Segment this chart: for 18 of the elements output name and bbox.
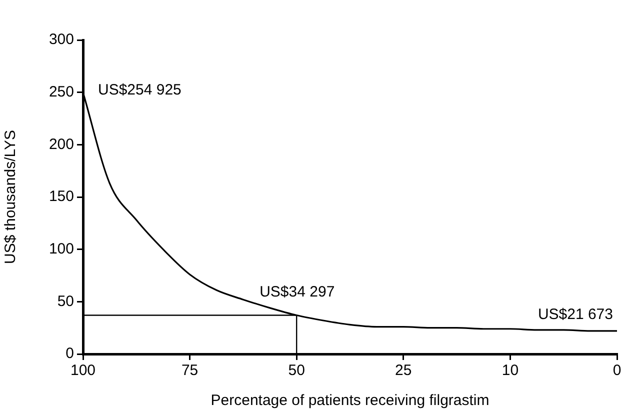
y-tick-label: 300 — [48, 31, 74, 48]
annotation: US$254 925 — [98, 81, 182, 98]
x-tick-label: 100 — [70, 362, 96, 380]
y-tick-label: 0 — [66, 345, 74, 362]
x-tick-label: 25 — [395, 362, 412, 380]
y-tick-label: 50 — [57, 292, 74, 310]
x-tick-label: 75 — [181, 362, 198, 380]
y-tick-label: 250 — [48, 83, 74, 100]
y-tick-label: 150 — [48, 188, 74, 206]
annotation: US$21 673 — [538, 306, 613, 323]
annotation: US$34 297 — [260, 283, 335, 300]
x-tick-label: 0 — [612, 362, 622, 380]
y-tick-label: 200 — [48, 136, 74, 153]
x-axis-title: Percentage of patients receiving filgrastim — [210, 392, 490, 410]
x-tick-label: 10 — [502, 362, 519, 380]
y-axis-title: US$ thousands/LYS — [2, 130, 20, 264]
y-tick-label: 100 — [48, 240, 74, 258]
x-tick-label: 50 — [288, 362, 305, 380]
